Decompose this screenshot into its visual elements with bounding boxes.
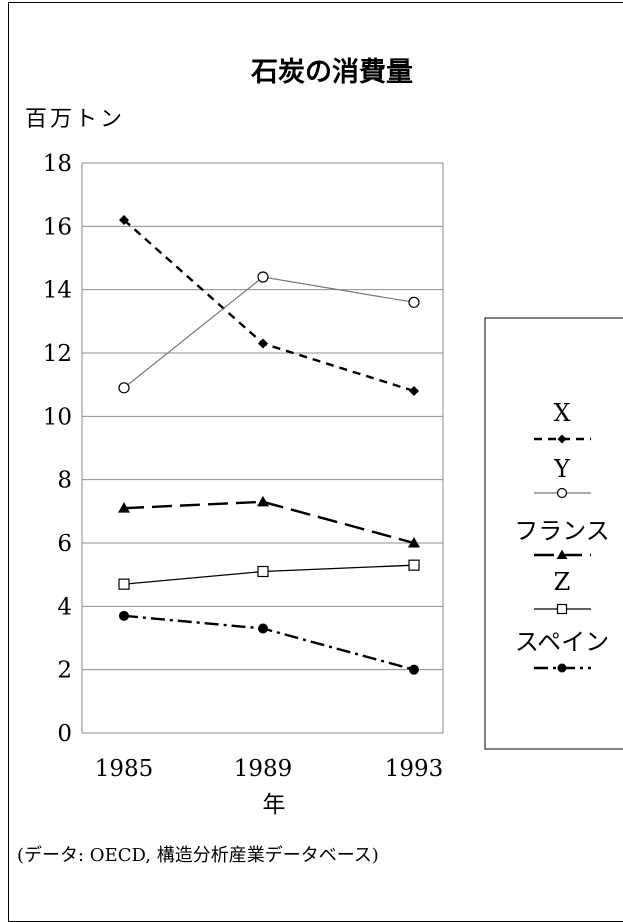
series-line [123,564,415,585]
x-tick-labels: 1985 1989 1993 [95,756,444,782]
chart-frame: 石炭の消費量 百万トン 0 2 4 6 8 10 12 14 16 18 1985 1989 1993… [8,2,623,922]
legend-label: フランス [514,517,610,545]
data-point [258,338,268,349]
y-tick-labels: 0 2 4 6 8 10 12 14 16 18 [43,151,72,747]
legend-label: スペイン [515,628,609,656]
y-tick-label: 2 [57,658,72,684]
data-point [408,537,420,548]
legend-box [484,317,623,750]
series-line [123,276,415,389]
data-point [258,623,268,634]
y-tick-label: 18 [43,151,72,177]
data-point [409,664,419,675]
series-group [119,610,419,675]
data-point [119,215,129,225]
series-group [118,559,420,590]
chart-title: 石炭の消費量 [250,57,413,88]
legend-label: Y [553,455,571,483]
y-tick-label: 10 [43,404,72,430]
x-tick-label: 1993 [385,756,444,782]
data-point [118,382,130,394]
x-tick-label: 1985 [95,756,154,782]
data-point [556,549,568,560]
y-tick-label: 6 [57,531,72,557]
series-line [123,219,415,393]
y-tick-label: 8 [57,468,72,494]
data-point [557,663,567,673]
y-tick-label: 16 [43,214,72,240]
data-point [119,610,129,621]
data-point [409,386,419,396]
series-group [118,271,420,394]
y-tick-label: 0 [57,721,72,747]
y-tick-label: 14 [43,278,72,304]
series-group [118,495,420,548]
y-axis-label: 百万トン [25,107,125,132]
gridlines [81,162,444,734]
data-point [257,271,269,283]
series-layer [118,215,420,675]
series-line [123,614,415,671]
data-point [556,487,568,499]
y-tick-label: 4 [57,594,72,620]
y-tick-label: 12 [43,341,72,367]
legend-label: Z [554,568,571,596]
data-point [557,434,567,444]
legend: XY フランス Z スペイン [514,399,610,673]
data-point [408,296,420,308]
data-point [556,603,568,615]
legend-label: X [553,399,570,427]
x-tick-label: 1989 [234,756,293,782]
data-point [257,565,269,578]
data-point [408,559,420,571]
data-point [118,502,130,513]
source-note: (データ: OECD, 構造分析産業データベース) [17,845,379,866]
series-group [119,215,419,396]
data-point [257,495,269,507]
data-point [118,578,130,590]
x-axis-label: 年 [263,792,286,818]
chart-svg: 石炭の消費量 百万トン 0 2 4 6 8 10 12 14 16 18 1985 1989 1993… [17,57,623,866]
series-line [123,500,415,545]
